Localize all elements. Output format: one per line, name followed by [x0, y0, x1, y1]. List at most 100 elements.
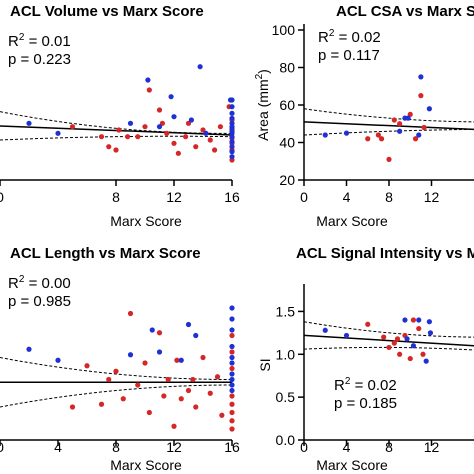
- data-point-red: [212, 147, 218, 153]
- p-value-text: p = 0.985: [8, 293, 71, 310]
- y-axis-label: SI: [257, 358, 273, 371]
- data-point-red: [69, 404, 76, 410]
- confidence-band-lower: [0, 384, 233, 408]
- y-axis-label-superscript: 2: [254, 73, 265, 79]
- data-point-blue: [229, 110, 235, 116]
- data-point-blue: [404, 336, 410, 342]
- data-point-red: [165, 376, 171, 383]
- data-point-blue: [397, 128, 403, 134]
- data-point-red: [190, 376, 196, 383]
- data-point-red: [214, 374, 221, 380]
- data-point-red: [135, 134, 141, 140]
- chart-panel: ACL CSA vs Marx Sc 0 4 8 12 20 40 60 80 100 Marx S…: [254, 3, 474, 229]
- x-tick-label: 12: [166, 439, 182, 455]
- data-point-red: [171, 423, 177, 429]
- confidence-band-lower: [0, 135, 233, 141]
- data-point-red: [410, 317, 417, 323]
- data-point-red: [381, 334, 387, 340]
- data-point-blue: [229, 354, 235, 361]
- data-point-red: [219, 412, 225, 418]
- data-point-red: [365, 321, 371, 327]
- data-point-blue: [229, 115, 235, 121]
- data-point-blue: [427, 330, 434, 336]
- y-axis-label: Area (mm2): [254, 69, 271, 141]
- data-point-red: [98, 134, 105, 140]
- data-point-red: [156, 107, 163, 113]
- data-point-blue: [26, 120, 32, 126]
- data-point-red: [116, 127, 122, 133]
- data-point-red: [84, 363, 90, 369]
- data-point-red: [171, 140, 177, 146]
- data-point-blue: [229, 104, 235, 110]
- data-point-blue: [229, 97, 235, 103]
- data-point-blue: [322, 132, 328, 138]
- data-point-red: [217, 124, 223, 130]
- r-squared-text: R2 = 0.00: [8, 274, 71, 292]
- data-point-blue: [229, 360, 235, 366]
- data-point-red: [106, 376, 112, 383]
- data-point-red: [113, 147, 119, 153]
- regression-line: [0, 125, 233, 136]
- data-point-red: [412, 136, 419, 142]
- data-point-red: [98, 401, 105, 407]
- confidence-band-upper: [0, 111, 233, 134]
- data-point-red: [418, 93, 424, 99]
- data-point-red: [397, 121, 403, 127]
- data-point-red: [146, 87, 152, 93]
- y-tick-label: 80: [279, 60, 295, 76]
- data-point-blue: [168, 94, 174, 100]
- data-point-red: [365, 136, 371, 142]
- data-point-red: [200, 354, 206, 361]
- data-point-red: [142, 360, 148, 366]
- regression-line: [303, 121, 474, 131]
- data-point-blue: [405, 115, 411, 121]
- data-point-red: [185, 387, 192, 394]
- data-point-blue: [156, 349, 163, 355]
- y-tick-label: 100: [272, 22, 296, 38]
- data-point-blue: [229, 144, 235, 150]
- data-point-blue: [188, 117, 194, 123]
- r-squared-text: R2 = 0.02: [334, 376, 397, 394]
- y-axis-label-text: SI: [257, 358, 273, 371]
- data-point-red: [146, 409, 152, 416]
- data-point-blue: [197, 64, 203, 70]
- data-point-red: [178, 396, 184, 402]
- x-tick-label: 0: [300, 189, 308, 205]
- x-tick-label: 4: [54, 439, 62, 455]
- data-point-blue: [229, 154, 235, 160]
- x-tick-label: 0: [0, 439, 4, 455]
- data-point-blue: [229, 343, 235, 350]
- data-point-blue: [416, 132, 422, 138]
- x-tick-label: 0: [300, 439, 308, 455]
- data-point-blue: [343, 332, 350, 339]
- data-point-red: [229, 418, 235, 424]
- x-tick-label: 8: [112, 189, 120, 205]
- data-point-red: [229, 401, 235, 407]
- data-point-blue: [410, 343, 417, 349]
- data-point-blue: [229, 376, 235, 383]
- r-squared-value: = 0.00: [24, 275, 70, 292]
- data-point-red: [397, 351, 403, 357]
- y-axis-label-text: Area (mm: [255, 79, 271, 140]
- data-point-red: [407, 355, 413, 362]
- x-tick-label: 4: [343, 189, 351, 205]
- data-point-blue: [423, 358, 429, 364]
- confidence-band-upper: [303, 108, 474, 123]
- data-point-red: [375, 132, 381, 138]
- r-squared-text: R2 = 0.02: [318, 28, 381, 46]
- data-point-blue: [156, 124, 163, 130]
- p-value-text: p = 0.223: [8, 51, 71, 68]
- data-point-blue: [55, 130, 61, 136]
- x-tick-label: 0: [0, 189, 4, 205]
- x-tick-label: 12: [424, 189, 440, 205]
- confidence-band-upper: [0, 357, 233, 380]
- data-point-red: [207, 390, 213, 396]
- y-tick-label: 0.5: [276, 389, 296, 405]
- r-squared-text: R2 = 0.01: [8, 32, 71, 50]
- data-point-red: [120, 396, 126, 402]
- x-tick-label: 16: [224, 439, 240, 455]
- confidence-band-lower: [303, 128, 474, 136]
- data-point-red: [229, 349, 235, 355]
- data-point-blue: [229, 316, 235, 322]
- x-tick-label: 12: [166, 189, 182, 205]
